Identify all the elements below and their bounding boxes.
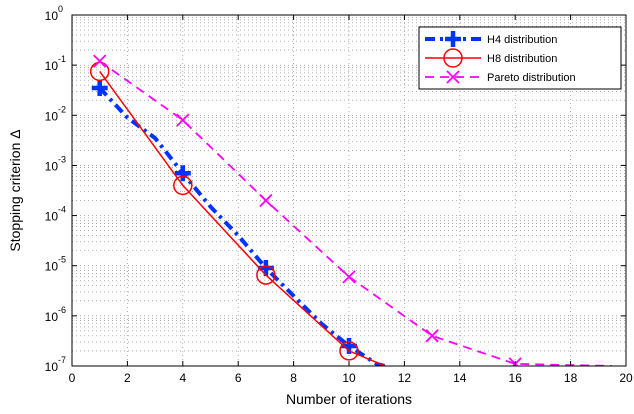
data-point-marker — [93, 54, 107, 68]
legend-label-0: H4 distribution — [487, 34, 557, 46]
y-tick-exponent: -3 — [58, 154, 66, 164]
legend-label-1: H8 distribution — [487, 53, 557, 65]
legend-marker-1 — [443, 48, 463, 68]
y-tick-label: 10 — [45, 310, 59, 324]
grid — [72, 15, 626, 366]
x-tick-label: 10 — [342, 371, 356, 385]
y-tick-label: 10 — [45, 109, 59, 123]
y-tick-exponent: -1 — [58, 54, 66, 64]
x-tick-label: 20 — [619, 371, 633, 385]
y-tick-exponent: -2 — [58, 104, 66, 114]
x-tick-label: 0 — [69, 371, 76, 385]
x-tick-label: 16 — [509, 371, 523, 385]
y-tick-label: 10 — [45, 59, 59, 73]
legend-marker-2 — [446, 70, 460, 84]
y-tick-label: 10 — [45, 159, 59, 173]
data-point-marker — [176, 113, 190, 127]
y-tick-label: 10 — [45, 360, 59, 374]
series-line-2 — [99, 60, 613, 366]
y-tick-exponent: -6 — [58, 305, 66, 315]
y-axis-label: Stopping criterion Δ — [7, 129, 23, 251]
x-tick-label: 2 — [124, 371, 131, 385]
series-layer — [89, 54, 613, 366]
legend: H4 distribution H8 distribution Pareto dis… — [418, 26, 622, 90]
x-tick-label: 18 — [564, 371, 578, 385]
data-point-marker — [256, 265, 276, 285]
y-tick-label: 10 — [45, 260, 59, 274]
data-point-marker — [342, 270, 356, 284]
y-tick-exponent: -5 — [58, 255, 66, 265]
data-point-marker — [173, 175, 193, 196]
data-point-marker — [91, 80, 108, 97]
series-clip-group — [89, 54, 613, 366]
x-tick-label: 14 — [453, 371, 467, 385]
data-point-marker — [259, 193, 273, 208]
x-tick-label: 4 — [179, 371, 186, 385]
x-tick-label: 12 — [398, 371, 412, 385]
x-tick-label: 6 — [235, 371, 242, 385]
y-tick-exponent: -4 — [58, 205, 66, 215]
y-tick-label: 10 — [45, 210, 59, 224]
x-tick-label: 8 — [290, 371, 297, 385]
data-point-marker — [339, 341, 359, 361]
data-point-marker — [425, 329, 439, 343]
y-tick-exponent: 0 — [58, 4, 63, 14]
series-line-0 — [98, 86, 386, 366]
y-tick-label: 10 — [45, 9, 59, 23]
legend-label-2: Pareto distribution — [487, 72, 576, 84]
data-point-marker — [174, 165, 191, 182]
x-axis-label: Number of iterations — [286, 391, 412, 407]
y-tick-exponent: -7 — [58, 355, 66, 365]
series-line-1 — [99, 70, 386, 366]
legend-marker-0 — [445, 31, 461, 47]
